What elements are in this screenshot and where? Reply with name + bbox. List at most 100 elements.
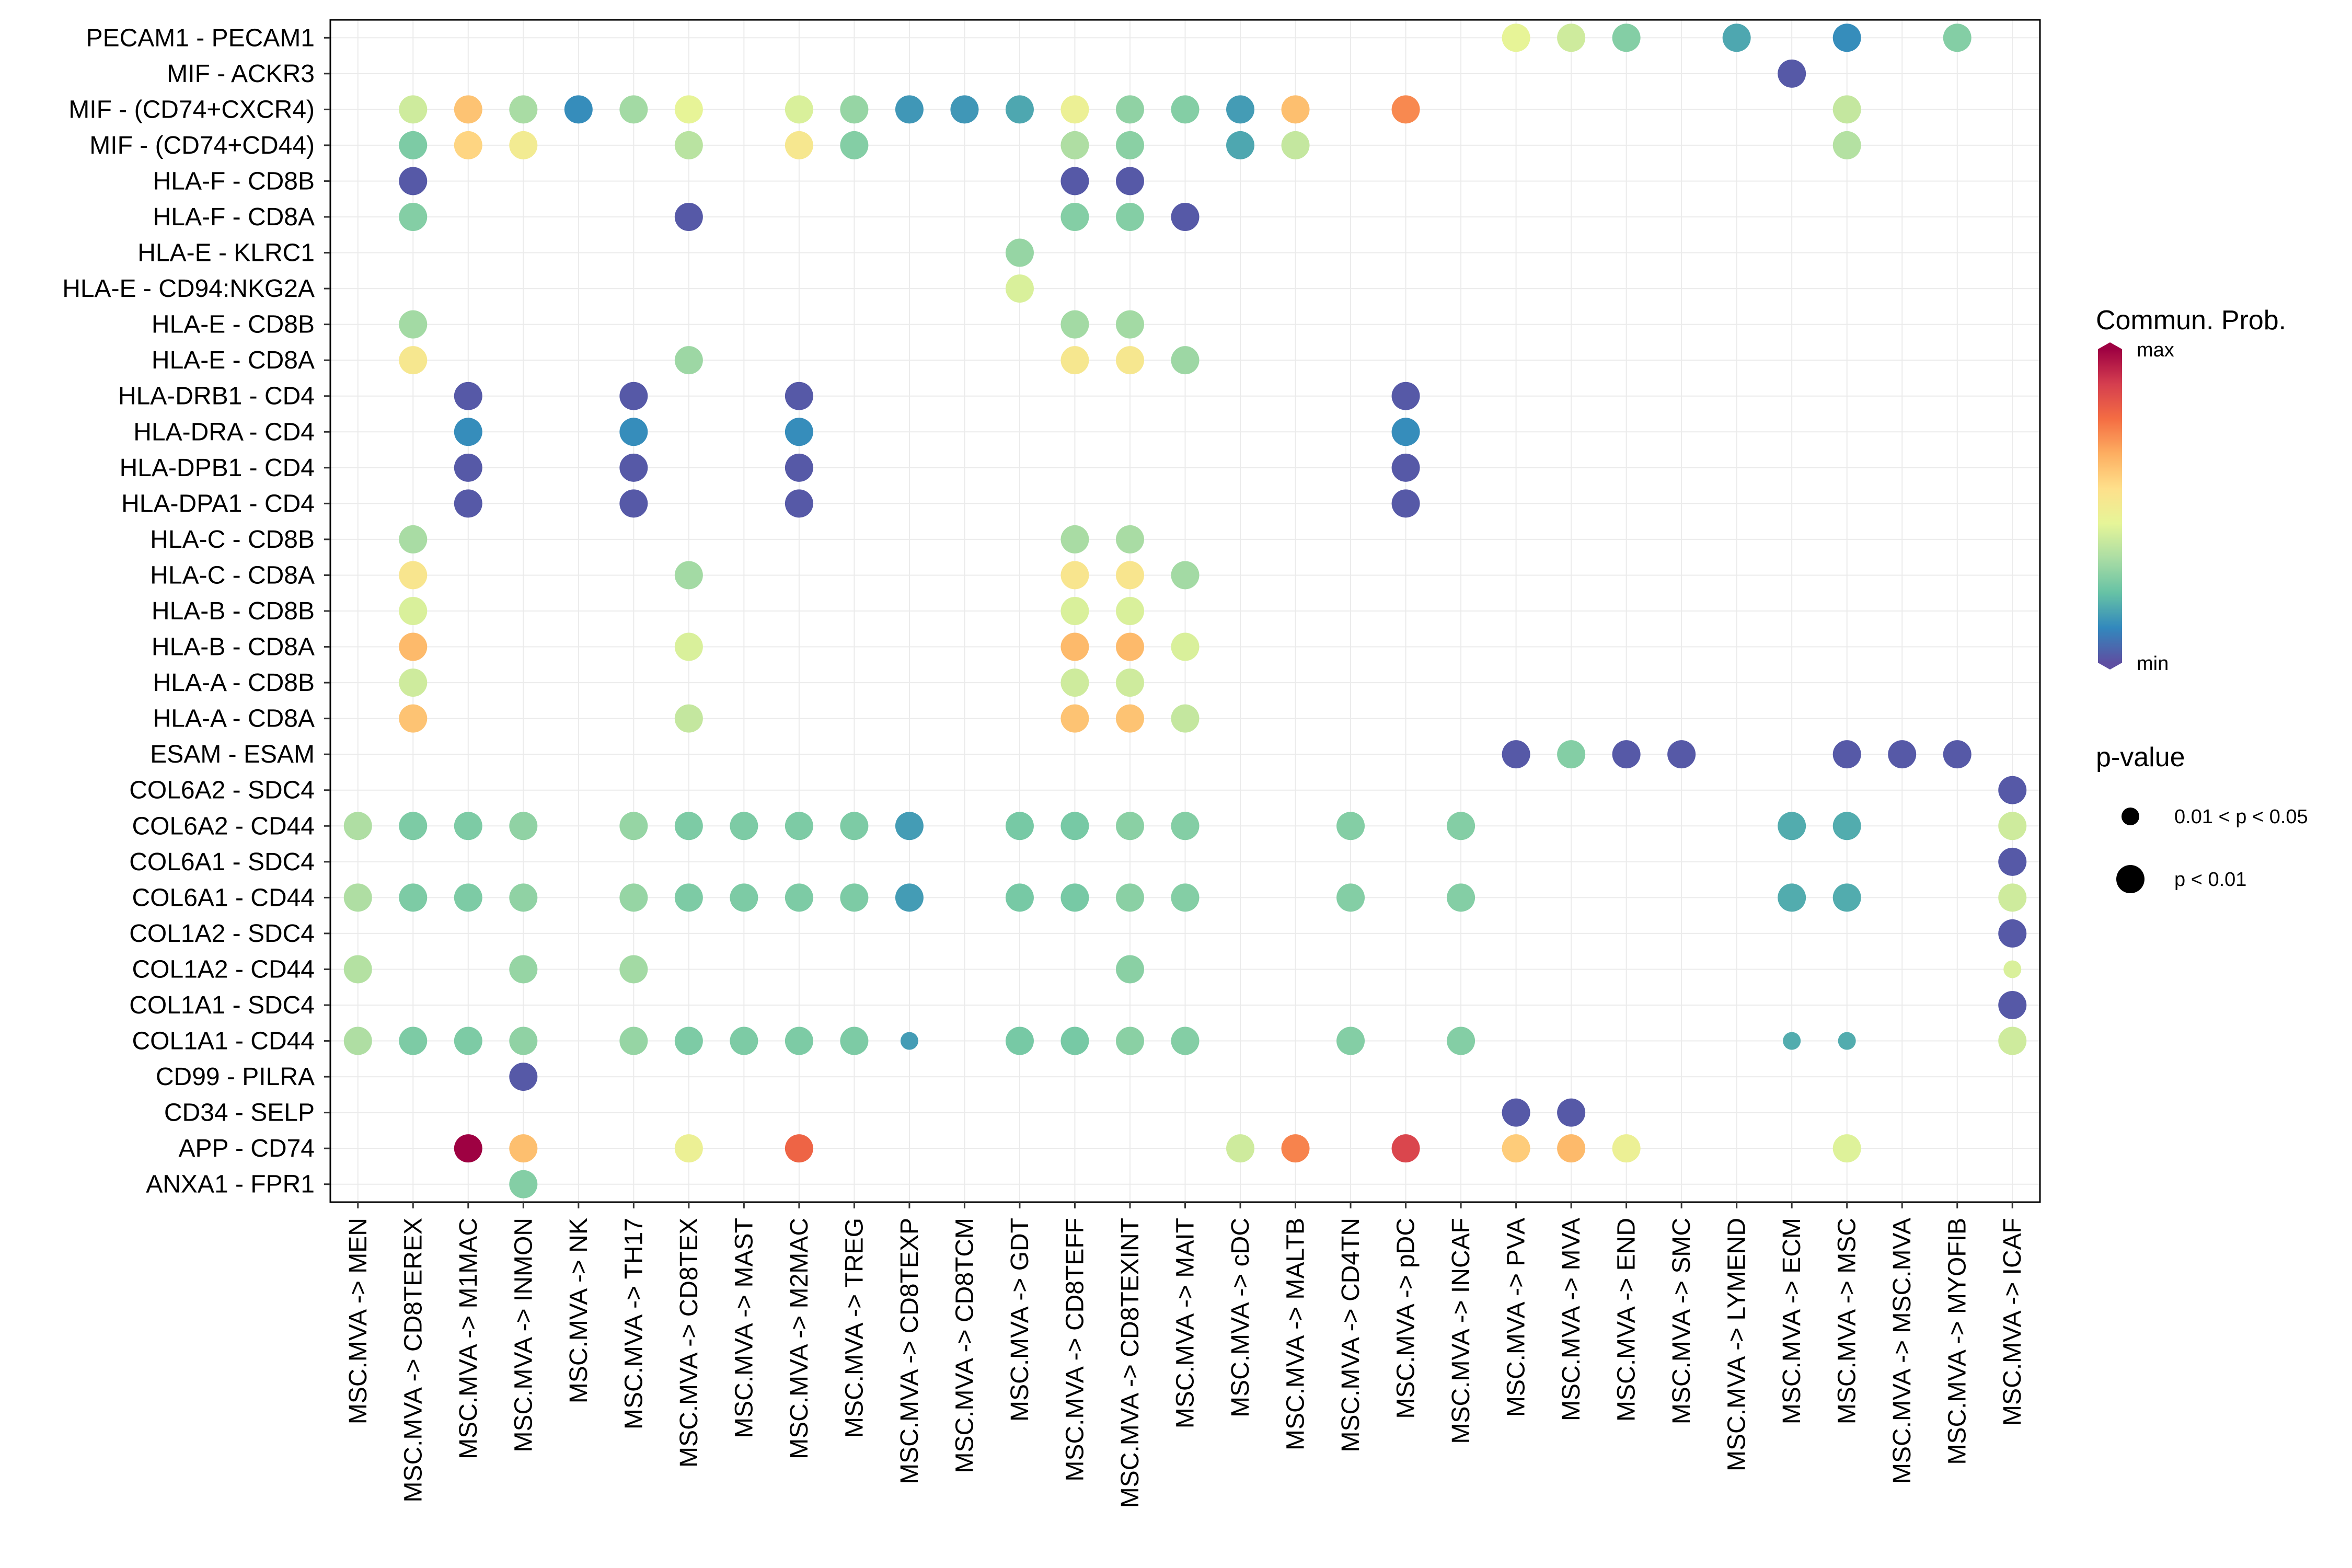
y-tick-label: COL1A2 - CD44 (132, 955, 315, 983)
data-point (399, 1027, 428, 1055)
data-point (730, 883, 758, 912)
y-tick-label: HLA-E - CD8B (152, 311, 315, 339)
data-point (1943, 24, 1971, 52)
data-point (1336, 812, 1365, 840)
data-point (1838, 1032, 1856, 1050)
data-point (674, 346, 703, 375)
data-point (399, 310, 428, 339)
data-point (454, 131, 482, 159)
data-point (1005, 883, 1034, 912)
data-point (399, 525, 428, 554)
data-point (1060, 167, 1089, 195)
data-point (1281, 95, 1310, 124)
data-point (1336, 883, 1365, 912)
x-tick-label: MSC.MVA -> MAST (730, 1218, 758, 1438)
colorbar-min-label: min (2137, 653, 2169, 675)
x-tick-label: MSC.MVA -> ECM (1778, 1218, 1806, 1424)
data-point (454, 382, 482, 410)
x-tick-label: MSC.MVA -> MALTB (1282, 1218, 1310, 1450)
data-point (1005, 1027, 1034, 1055)
data-point (1060, 203, 1089, 231)
data-point (1447, 812, 1475, 840)
data-point (1998, 919, 2027, 948)
data-point (785, 418, 813, 446)
data-point (1502, 1098, 1530, 1127)
data-point (1171, 561, 1200, 590)
y-tick-label: COL1A2 - SDC4 (129, 920, 315, 948)
x-tick-label: MSC.MVA -> CD8TEXINT (1116, 1218, 1144, 1508)
y-tick-label: HLA-DRB1 - CD4 (118, 383, 315, 410)
data-point (1888, 740, 1917, 769)
data-point (1391, 453, 1420, 482)
data-point (785, 95, 813, 124)
data-point (1060, 525, 1089, 554)
x-tick-label: MSC.MVA -> M2MAC (786, 1218, 813, 1459)
data-point (785, 1134, 813, 1163)
colorbar-legend: Commun. Prob. max min (2096, 305, 2286, 675)
colorbar-title: Commun. Prob. (2096, 305, 2286, 336)
x-tick-label: MSC.MVA -> PVA (1503, 1218, 1530, 1417)
data-point (785, 1027, 813, 1055)
y-tick-label: HLA-A - CD8A (153, 705, 315, 733)
y-axis: PECAM1 - PECAM1 MIF - ACKR3 MIF - (CD74+CX… (62, 24, 330, 1198)
data-point (399, 597, 428, 625)
x-tick-label: MSC.MVA -> pDC (1392, 1218, 1420, 1419)
data-point (674, 95, 703, 124)
data-point (674, 131, 703, 159)
data-point (1391, 382, 1420, 410)
data-point (674, 632, 703, 661)
data-point (1060, 1027, 1089, 1055)
y-tick-label: HLA-DPB1 - CD4 (120, 454, 315, 482)
data-point (454, 812, 482, 840)
data-point (343, 955, 372, 984)
data-point (509, 883, 538, 912)
data-point (1281, 131, 1310, 159)
data-point (1171, 883, 1200, 912)
x-tick-label: MSC.MVA -> MYOFIB (1944, 1218, 1971, 1465)
data-point (1060, 668, 1089, 697)
data-point (1722, 24, 1751, 52)
x-tick-label: MSC.MVA -> NK (565, 1218, 593, 1403)
x-tick-label: MSC.MVA -> CD8TCM (951, 1218, 978, 1473)
data-point (674, 704, 703, 733)
data-point (1832, 95, 1861, 124)
data-point (509, 95, 538, 124)
data-point (1060, 883, 1089, 912)
data-point (454, 883, 482, 912)
data-point (1557, 24, 1586, 52)
data-point (1998, 812, 2027, 840)
data-point (1171, 812, 1200, 840)
y-tick-label: COL1A1 - CD44 (132, 1028, 315, 1055)
data-point (1060, 310, 1089, 339)
data-point (895, 883, 924, 912)
data-point (1171, 346, 1200, 375)
data-point (509, 1063, 538, 1091)
data-point (619, 955, 648, 984)
pvalue-legend-small-label: 0.01 < p < 0.05 (2174, 806, 2308, 828)
data-point (399, 203, 428, 231)
y-tick-label: MIF - (CD74+CD44) (89, 132, 315, 159)
data-point (1171, 704, 1200, 733)
data-point (1115, 561, 1144, 590)
data-point (1115, 310, 1144, 339)
data-point (1060, 131, 1089, 159)
data-point (1060, 632, 1089, 661)
y-tick-label: PECAM1 - PECAM1 (86, 24, 315, 52)
x-tick-label: MSC.MVA -> ICAF (1999, 1218, 2026, 1426)
data-point (1060, 561, 1089, 590)
data-point (1060, 812, 1089, 840)
data-point (619, 812, 648, 840)
data-point (1171, 632, 1200, 661)
data-point (399, 883, 428, 912)
data-point (1115, 632, 1144, 661)
y-tick-label: MIF - ACKR3 (167, 60, 315, 88)
y-tick-label: HLA-E - CD8A (152, 347, 315, 374)
data-point (1998, 1027, 2027, 1055)
data-point (785, 131, 813, 159)
data-point (674, 883, 703, 912)
data-point (454, 1027, 482, 1055)
data-point (674, 561, 703, 590)
y-tick-label: ANXA1 - FPR1 (146, 1171, 315, 1198)
pvalue-legend-small-dot (2122, 808, 2139, 825)
data-point (840, 131, 869, 159)
